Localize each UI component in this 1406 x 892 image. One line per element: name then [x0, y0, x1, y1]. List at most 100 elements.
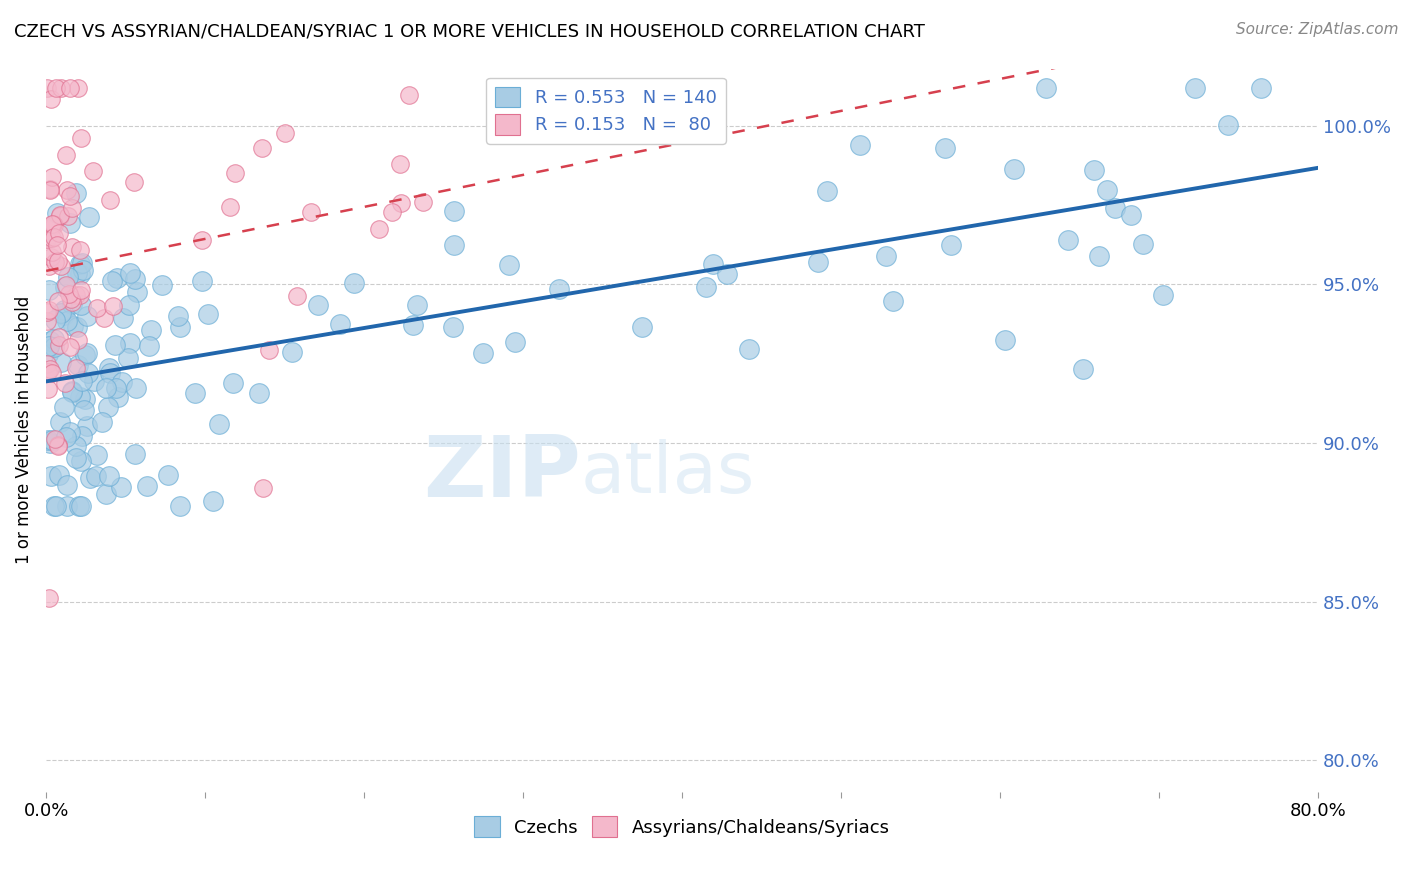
Point	[62, 319, 84, 334]
Point	[44, 218, 66, 232]
Point	[252, 481, 274, 495]
Point	[98, 366, 121, 380]
Point	[91, 415, 114, 429]
Point	[1132, 236, 1154, 251]
Point	[84, 469, 107, 483]
Point	[46, 206, 69, 220]
Point	[97, 400, 120, 414]
Point	[41, 433, 63, 447]
Point	[1216, 118, 1239, 132]
Point	[56, 269, 79, 284]
Point	[124, 447, 146, 461]
Point	[73, 392, 96, 406]
Point	[389, 196, 412, 211]
Point	[101, 274, 124, 288]
Point	[37, 80, 59, 95]
Point	[59, 425, 82, 439]
Point	[45, 80, 67, 95]
Point	[105, 381, 128, 395]
Point	[49, 355, 72, 369]
Point	[60, 201, 83, 215]
Point	[35, 314, 58, 328]
Point	[69, 287, 91, 301]
Point	[412, 195, 434, 210]
Point	[59, 80, 82, 95]
Point	[52, 308, 75, 322]
Point	[118, 266, 141, 280]
Point	[97, 468, 120, 483]
Point	[101, 299, 124, 313]
Point	[388, 157, 411, 171]
Point	[60, 295, 83, 310]
Point	[107, 390, 129, 404]
Point	[37, 347, 59, 361]
Point	[67, 500, 90, 514]
Point	[112, 310, 135, 325]
Point	[49, 80, 72, 95]
Point	[38, 591, 60, 606]
Point	[273, 126, 295, 140]
Point	[98, 361, 121, 376]
Point	[76, 418, 98, 433]
Point	[156, 467, 179, 482]
Point	[48, 439, 70, 453]
Point	[252, 141, 274, 155]
Point	[125, 285, 148, 299]
Point	[44, 255, 66, 269]
Point	[44, 313, 66, 327]
Point	[55, 278, 77, 293]
Point	[994, 333, 1017, 347]
Point	[406, 298, 429, 312]
Point	[202, 493, 225, 508]
Point	[548, 283, 571, 297]
Point	[150, 278, 173, 293]
Point	[70, 454, 93, 468]
Point	[45, 238, 67, 252]
Point	[59, 340, 82, 354]
Point	[37, 382, 59, 396]
Point	[222, 376, 245, 390]
Point	[39, 334, 62, 348]
Point	[76, 346, 98, 360]
Point	[122, 176, 145, 190]
Point	[1002, 162, 1025, 177]
Point	[94, 487, 117, 501]
Point	[41, 250, 63, 264]
Point	[42, 500, 65, 514]
Point	[70, 283, 93, 297]
Point	[329, 317, 352, 331]
Point	[55, 183, 77, 197]
Point	[367, 222, 389, 236]
Point	[1184, 80, 1206, 95]
Point	[343, 276, 366, 290]
Point	[441, 320, 464, 334]
Point	[197, 307, 219, 321]
Point	[1035, 80, 1057, 95]
Point	[69, 500, 91, 514]
Point	[93, 310, 115, 325]
Point	[882, 294, 904, 309]
Point	[1250, 80, 1272, 95]
Point	[219, 200, 242, 214]
Point	[38, 182, 60, 196]
Point	[37, 434, 59, 448]
Point	[247, 386, 270, 401]
Point	[1121, 208, 1143, 222]
Point	[59, 216, 82, 230]
Point	[169, 319, 191, 334]
Point	[695, 280, 717, 294]
Point	[443, 238, 465, 252]
Point	[48, 338, 70, 352]
Point	[69, 243, 91, 257]
Point	[67, 358, 90, 372]
Point	[70, 131, 93, 145]
Text: atlas: atlas	[581, 439, 755, 508]
Point	[56, 500, 79, 514]
Point	[49, 209, 72, 223]
Point	[86, 301, 108, 315]
Point	[59, 189, 82, 203]
Point	[60, 296, 83, 310]
Point	[402, 318, 425, 332]
Point	[60, 292, 83, 306]
Point	[44, 332, 66, 346]
